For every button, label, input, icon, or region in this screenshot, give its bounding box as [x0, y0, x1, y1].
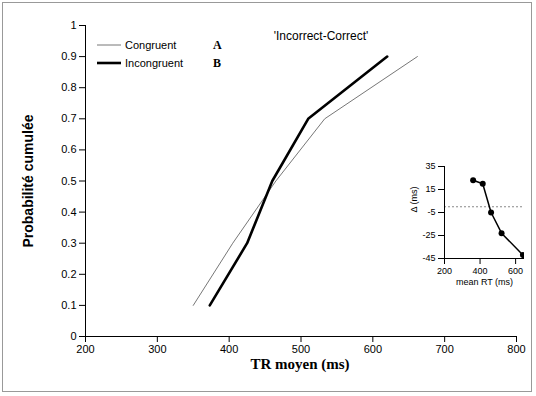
svg-text:300: 300: [148, 343, 166, 355]
svg-text:0.8: 0.8: [61, 81, 76, 93]
svg-text:-45: -45: [422, 253, 435, 263]
html-text:Congruent: Congruent: [125, 39, 177, 51]
html-text:Probabilité cumulée: Probabilité cumulée: [20, 114, 36, 248]
svg-text:400: 400: [473, 266, 488, 276]
svg-text:-25: -25: [422, 230, 435, 240]
svg-text:800: 800: [507, 343, 525, 355]
svg-text:35: 35: [425, 161, 435, 171]
svg-text:600: 600: [508, 266, 523, 276]
svg-text:1: 1: [70, 19, 76, 31]
svg-text:0.3: 0.3: [61, 237, 76, 249]
svg-text:600: 600: [364, 343, 382, 355]
html-text:B: B: [213, 55, 221, 70]
svg-text:0.6: 0.6: [61, 143, 76, 155]
html-text:Incongruent: Incongruent: [125, 57, 184, 69]
svg-text:700: 700: [435, 343, 453, 355]
html-text:TR moyen (ms): TR moyen (ms): [250, 356, 350, 372]
svg-text:200: 200: [437, 266, 452, 276]
svg-text:200: 200: [76, 343, 94, 355]
html-text:A: A: [213, 37, 222, 52]
svg-text:0.7: 0.7: [61, 112, 76, 124]
svg-text:0.1: 0.1: [61, 299, 76, 311]
svg-text:0: 0: [70, 330, 76, 342]
svg-text:'Incorrect-Correct': 'Incorrect-Correct': [274, 29, 369, 43]
svg-text:0.9: 0.9: [61, 50, 76, 62]
svg-text:0.4: 0.4: [61, 206, 76, 218]
svg-text:400: 400: [220, 343, 238, 355]
svg-text:mean RT (ms): mean RT (ms): [456, 277, 513, 287]
svg-text:-5: -5: [427, 207, 435, 217]
svg-text:Δ (ms): Δ (ms): [409, 186, 419, 212]
svg-text:500: 500: [292, 343, 310, 355]
svg-text:0.2: 0.2: [61, 268, 76, 280]
svg-text:15: 15: [425, 184, 435, 194]
svg-text:0.5: 0.5: [61, 175, 76, 187]
